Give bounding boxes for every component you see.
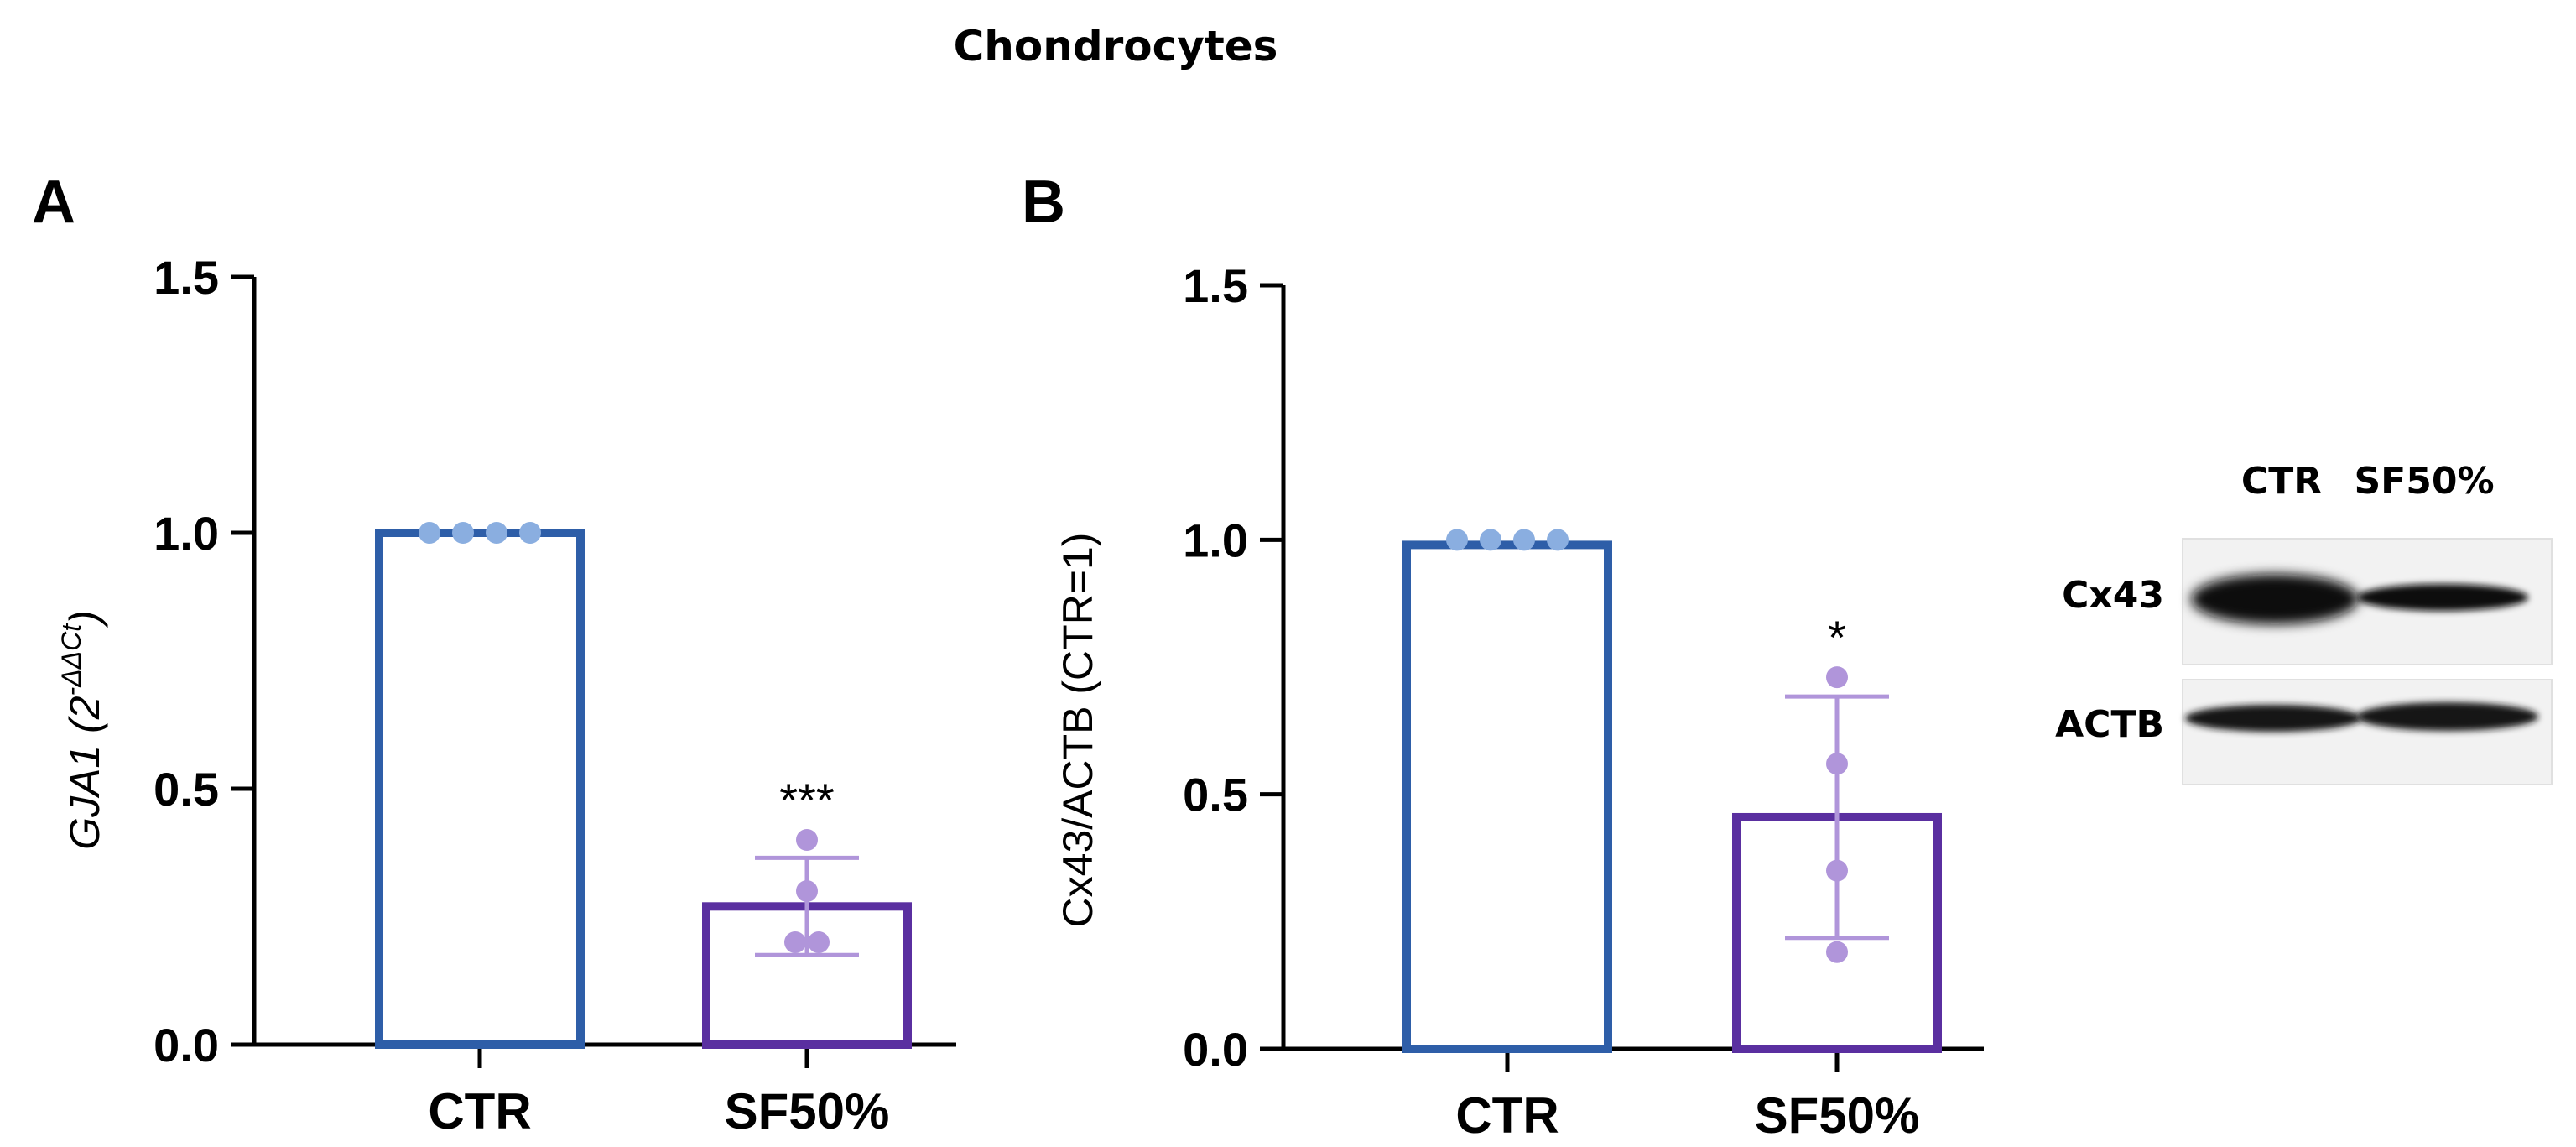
blot-band-cx43-ctr bbox=[2191, 574, 2359, 624]
panel-b-significance-label: * bbox=[1828, 611, 1846, 664]
blot-row-cx43: Cx43 bbox=[2062, 574, 2164, 617]
panel-a-y-tick-label: 0.0 bbox=[154, 1019, 219, 1071]
panel-b-bar-ctr bbox=[1402, 540, 1612, 1053]
panel-a-ylabel: GJA1 (2-ΔΔCt) bbox=[56, 610, 108, 850]
panel-a-y-tick-label: 0.5 bbox=[154, 763, 219, 816]
panel-b-plot: 0.0 0.5 1.0 1.5 CTR SF50% * bbox=[1183, 259, 1984, 1144]
panel-a-data-point-sf50 bbox=[796, 829, 818, 851]
panel-a-y-tick-label: 1.0 bbox=[154, 507, 219, 560]
panel-b-ylabel: Cx43/ACTB (CTR=1) bbox=[1054, 533, 1101, 928]
panel-b-data-point-sf50 bbox=[1826, 941, 1848, 963]
panel-b-data-point-sf50 bbox=[1826, 666, 1848, 689]
panel-b-data-point-ctr bbox=[1513, 529, 1535, 551]
panel-a-data-point-sf50 bbox=[808, 931, 830, 953]
panel-a-data-point-ctr bbox=[419, 522, 440, 544]
blot-strip-actb bbox=[2182, 679, 2553, 785]
panel-a-data-point-ctr bbox=[519, 522, 541, 544]
blot-col-ctr: CTR bbox=[2241, 460, 2322, 503]
panel-b-y-tick-label: 1.5 bbox=[1183, 259, 1248, 312]
panel-a-letter: A bbox=[32, 169, 75, 236]
panel-b-data-point-ctr bbox=[1480, 529, 1501, 551]
panel-a-y-tick-label: 1.5 bbox=[154, 251, 219, 304]
panel-b-letter: B bbox=[1022, 169, 1065, 236]
panel-a-plot: 0.0 0.5 1.0 1.5 CTR SF50% *** bbox=[154, 251, 956, 1139]
panel-a-ylabel-gene: GJA1 bbox=[61, 745, 108, 850]
panel-a-x-tick-label: CTR bbox=[428, 1083, 531, 1139]
panel-b-data-point-ctr bbox=[1547, 529, 1569, 551]
panel-a-bar-ctr bbox=[375, 529, 585, 1049]
blot-row-actb: ACTB bbox=[2055, 703, 2164, 746]
western-blot: CTR SF50% Cx43 ACTB bbox=[2055, 460, 2553, 785]
panel-b-y-tick-label: 0.0 bbox=[1183, 1023, 1248, 1076]
panel-a-data-point-ctr bbox=[486, 522, 507, 544]
panel-a-ylabel-rest: (2 bbox=[61, 696, 108, 745]
panel-b-x-tick-label: SF50% bbox=[1755, 1087, 1920, 1144]
panel-b-data-point-sf50 bbox=[1826, 859, 1848, 882]
blot-col-sf50: SF50% bbox=[2354, 460, 2494, 503]
panel-b-x-tick-label: CTR bbox=[1455, 1087, 1559, 1144]
panel-a: A GJA1 (2-ΔΔCt) 0.0 0.5 1.0 1.5 CTR SF50% *** bbox=[32, 169, 956, 1139]
panel-a-ylabel-close: ) bbox=[61, 610, 108, 628]
panel-a-data-point-sf50 bbox=[784, 931, 806, 953]
panel-b-data-point-ctr bbox=[1446, 529, 1468, 551]
panel-a-data-point-ctr bbox=[452, 522, 474, 544]
panel-a-significance-label: *** bbox=[779, 774, 834, 826]
panel-b-data-point-sf50 bbox=[1826, 753, 1848, 775]
blot-band-actb-sf50 bbox=[2357, 702, 2538, 731]
panel-a-ylabel-sup: -ΔΔCt bbox=[56, 623, 86, 696]
figure-title: Chondrocytes bbox=[954, 22, 1278, 70]
panel-b-y-tick-label: 0.5 bbox=[1183, 769, 1248, 821]
blot-band-cx43-sf50 bbox=[2357, 584, 2528, 611]
panel-a-data-point-sf50 bbox=[796, 880, 818, 902]
blot-band-actb-ctr bbox=[2185, 705, 2361, 732]
panel-b: B Cx43/ACTB (CTR=1) 0.0 0.5 1.0 1.5 CTR SF50%… bbox=[1022, 169, 1984, 1144]
panel-a-x-tick-label: SF50% bbox=[725, 1083, 890, 1139]
panel-b-y-tick-label: 1.0 bbox=[1183, 514, 1248, 566]
